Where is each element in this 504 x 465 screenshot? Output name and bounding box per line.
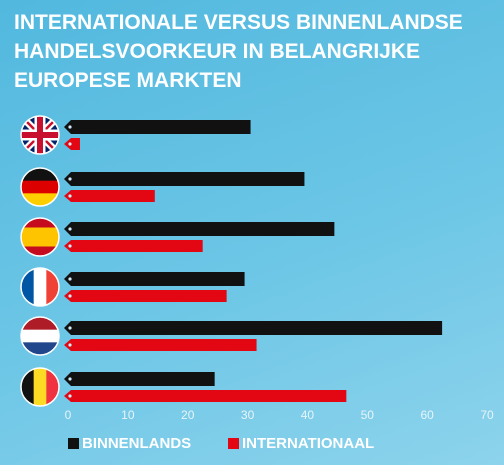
x-tick-label: 0	[65, 408, 72, 422]
flag-part	[21, 218, 59, 228]
legend-label: INTERNATIONAAL	[242, 435, 374, 452]
x-tick-label: 20	[181, 408, 195, 422]
bar	[64, 272, 245, 286]
flag-ring	[20, 115, 60, 155]
flag-ring	[20, 167, 60, 207]
x-tick-label: 60	[420, 408, 434, 422]
bar-hole	[68, 244, 72, 248]
legend-label: BINNENLANDS	[82, 435, 191, 452]
bar	[64, 390, 347, 402]
bar-hole	[68, 194, 72, 198]
bar-hole	[68, 177, 72, 181]
flag-part	[21, 180, 59, 194]
flag-part	[21, 317, 59, 331]
bar-hole	[68, 294, 72, 298]
flag-part	[21, 246, 59, 256]
bar-hole	[68, 394, 72, 398]
bar-hole	[68, 326, 72, 330]
bar	[64, 321, 443, 335]
flag-part	[21, 227, 59, 238]
x-tick-label: 70	[480, 408, 494, 422]
x-tick-label: 50	[361, 408, 375, 422]
flag-part	[21, 237, 59, 247]
flag-part	[21, 268, 35, 306]
flag	[21, 116, 59, 154]
legend-swatch	[68, 438, 79, 449]
bar	[64, 138, 80, 150]
flag-part	[21, 329, 59, 343]
bar-hole	[68, 343, 72, 347]
bar-hole	[68, 227, 72, 231]
bar	[64, 339, 257, 351]
bar	[64, 172, 305, 186]
x-tick-label: 40	[301, 408, 315, 422]
bar	[64, 240, 203, 252]
flag-ring	[20, 217, 60, 257]
flag-part	[33, 268, 47, 306]
bar	[64, 190, 155, 202]
bar	[64, 372, 215, 386]
bar	[64, 120, 251, 134]
flag	[21, 218, 59, 256]
chart-title: INTERNATIONALE VERSUS BINNENLANDSE HANDE…	[14, 11, 463, 92]
bar-hole	[68, 142, 72, 146]
flag-ring	[20, 267, 60, 307]
x-tick-label: 10	[121, 408, 135, 422]
flag-ring	[20, 367, 60, 407]
flag-part	[21, 168, 59, 182]
bar-hole	[68, 277, 72, 281]
bar-hole	[68, 377, 72, 381]
x-tick-label: 30	[241, 408, 255, 422]
bar	[64, 222, 335, 236]
flag-ring	[20, 316, 60, 356]
flag-part	[21, 116, 59, 154]
flag-part	[21, 368, 35, 406]
bar-hole	[68, 125, 72, 129]
legend-swatch	[228, 438, 239, 449]
flag-part	[33, 368, 47, 406]
bar	[64, 290, 227, 302]
